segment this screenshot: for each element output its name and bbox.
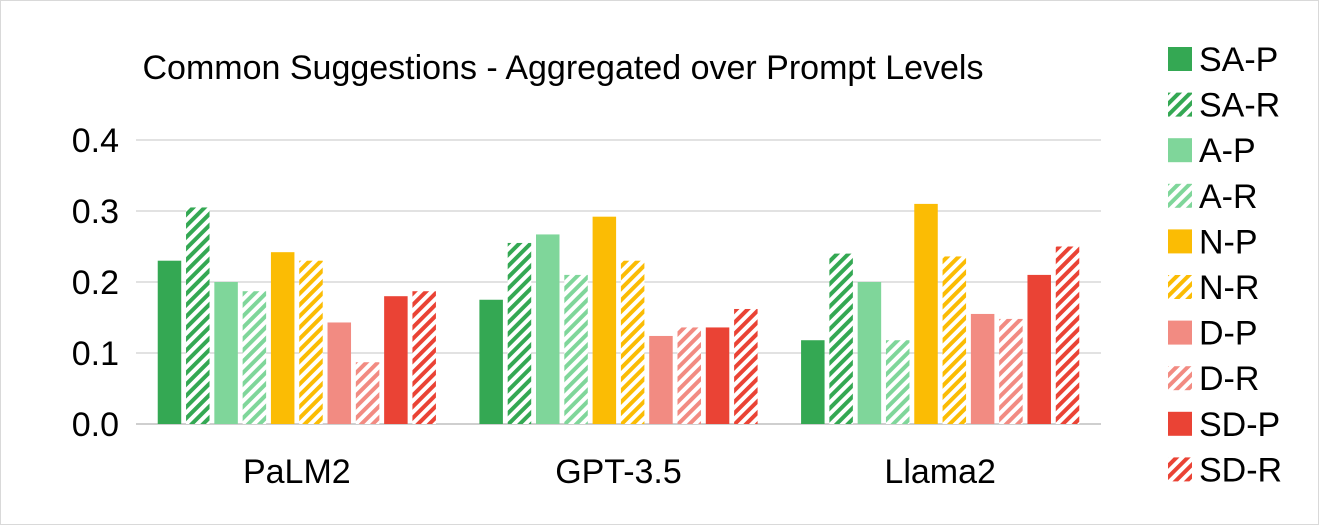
y-tick-label: 0.3: [72, 193, 119, 231]
legend-swatch: [1168, 457, 1192, 482]
bar-sd-r-palm2: [412, 291, 436, 424]
legend-swatch: [1168, 320, 1192, 345]
bar-n-p-gpt-3.5: [592, 216, 617, 424]
y-axis: 0.0 0.1 0.2 0.3 0.4: [72, 122, 119, 444]
bar-sd-p-llama2: [1027, 274, 1051, 424]
bar-a-r-palm2: [242, 291, 267, 424]
bar-n-r-gpt-3.5: [620, 260, 645, 424]
legend-label: D-P: [1199, 315, 1258, 353]
legend-label: SD-P: [1199, 406, 1280, 444]
legend-swatch: [1168, 366, 1192, 391]
bar-sa-r-gpt-3.5: [507, 242, 532, 424]
x-tick-label: GPT-3.5: [555, 453, 682, 491]
bar-d-p-gpt-3.5: [649, 335, 673, 424]
legend-label: N-R: [1199, 269, 1259, 307]
legend-label: A-R: [1199, 178, 1258, 216]
bar-sa-p-gpt-3.5: [479, 299, 503, 424]
chart-title: Common Suggestions - Aggregated over Pro…: [142, 49, 983, 87]
bar-sd-p-gpt-3.5: [705, 327, 730, 424]
bar-sd-p-palm2: [384, 296, 408, 424]
bar-d-r-llama2: [999, 318, 1023, 424]
bar-a-p-llama2: [857, 282, 882, 424]
bar-d-p-palm2: [327, 322, 352, 424]
bar-a-p-palm2: [214, 282, 238, 424]
x-tick-label: PaLM2: [243, 453, 351, 491]
legend-label: SA-P: [1199, 41, 1278, 79]
bar-n-r-palm2: [299, 260, 323, 424]
bar-a-r-gpt-3.5: [564, 274, 588, 424]
legend-swatch: [1168, 183, 1192, 208]
bar-sa-p-llama2: [801, 340, 825, 424]
y-tick-label: 0.4: [72, 122, 119, 160]
legend-label: SD-R: [1199, 451, 1282, 489]
bar-n-p-llama2: [914, 203, 938, 424]
bar-d-r-palm2: [355, 362, 380, 424]
bar-sa-p-palm2: [157, 260, 182, 424]
legend: SA-P SA-R A-P A-R N-P N-R D-P D-R SD-P SD-R: [1168, 41, 1282, 489]
x-tick-label: Llama2: [884, 453, 996, 491]
legend-swatch: [1168, 275, 1192, 299]
legend-swatch: [1168, 229, 1192, 254]
legend-swatch: [1168, 47, 1192, 71]
bar-d-p-llama2: [970, 313, 995, 424]
bar-a-r-llama2: [885, 340, 910, 424]
bar-sd-r-llama2: [1055, 246, 1080, 424]
x-axis: PaLM2 GPT-3.5 Llama2: [243, 453, 996, 491]
bar-sa-r-palm2: [186, 207, 210, 424]
bar-sd-r-gpt-3.5: [734, 308, 758, 424]
legend-label: D-R: [1199, 360, 1259, 398]
y-tick-label: 0.0: [72, 406, 119, 444]
y-tick-label: 0.1: [72, 335, 119, 373]
gridlines: [136, 139, 1101, 425]
bars: [157, 203, 1080, 424]
legend-label: N-P: [1199, 223, 1258, 261]
legend-swatch: [1168, 411, 1192, 436]
bar-n-r-llama2: [942, 256, 967, 424]
legend-swatch: [1168, 138, 1192, 163]
bar-sa-r-llama2: [829, 253, 853, 424]
bar-a-p-gpt-3.5: [536, 234, 560, 424]
legend-label: SA-R: [1199, 87, 1280, 125]
legend-swatch: [1168, 92, 1192, 117]
bar-d-r-gpt-3.5: [677, 327, 701, 424]
legend-label: A-P: [1199, 132, 1256, 170]
y-tick-label: 0.2: [72, 264, 119, 302]
bar-n-p-palm2: [270, 252, 295, 424]
